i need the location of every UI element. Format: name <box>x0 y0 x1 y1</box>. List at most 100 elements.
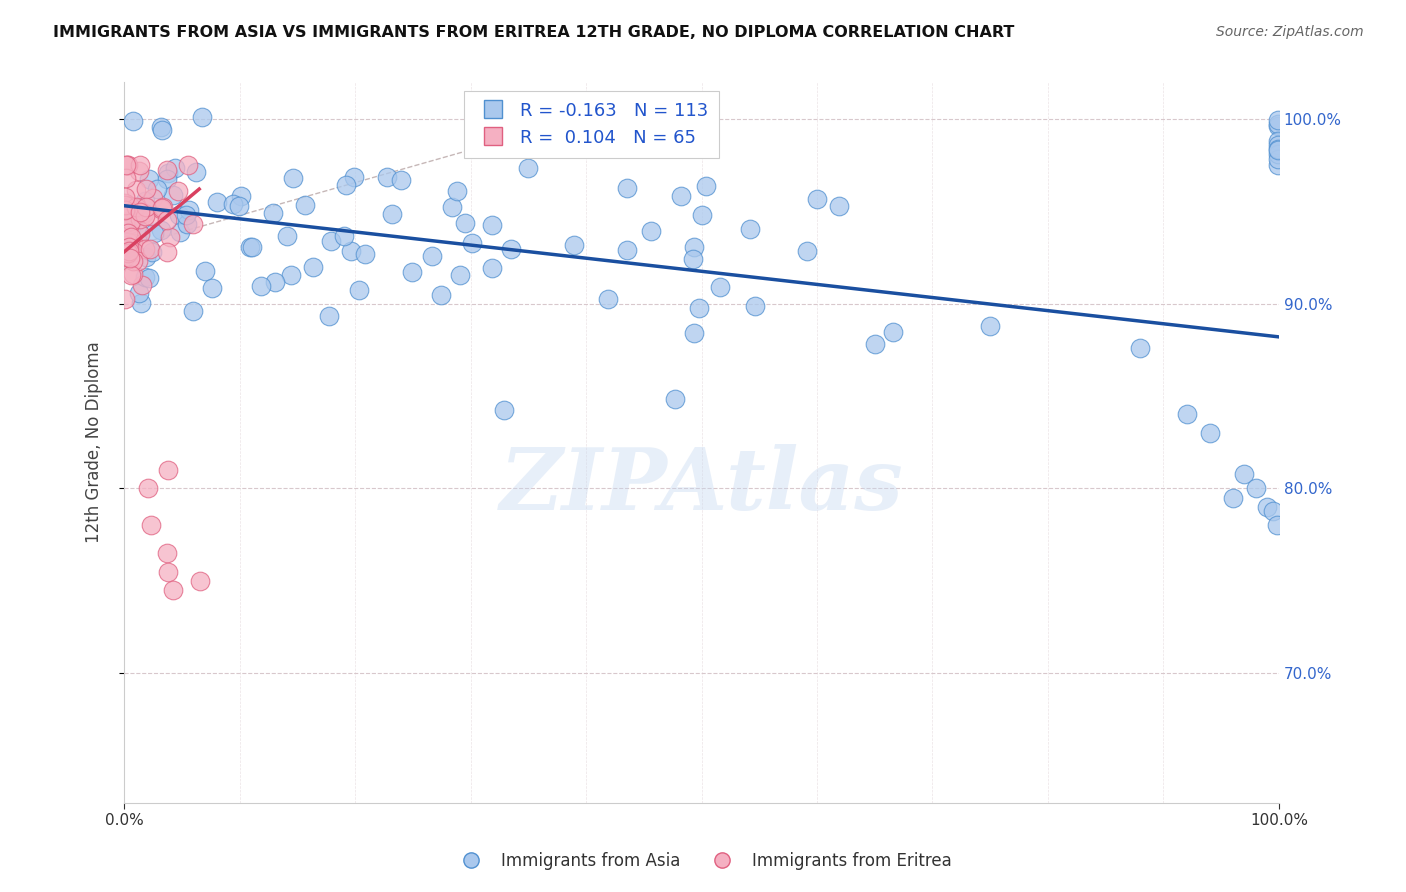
Point <box>156 163 179 178</box>
Legend: Immigrants from Asia, Immigrants from Eritrea: Immigrants from Asia, Immigrants from Er… <box>447 846 959 877</box>
Point <box>806 192 828 206</box>
Point <box>149 202 172 216</box>
Point <box>616 181 638 195</box>
Point <box>1256 500 1278 514</box>
Point <box>157 565 180 579</box>
Point <box>174 208 197 222</box>
Point <box>709 280 731 294</box>
Point <box>1175 408 1198 422</box>
Point <box>1244 482 1267 496</box>
Point <box>127 209 149 223</box>
Point <box>194 263 217 277</box>
Point <box>117 226 139 240</box>
Point <box>264 275 287 289</box>
Point <box>146 182 169 196</box>
Point <box>181 304 204 318</box>
Point <box>231 188 253 202</box>
Point <box>228 199 250 213</box>
Point <box>114 190 136 204</box>
Point <box>131 277 153 292</box>
Point <box>664 392 686 407</box>
Point <box>239 240 262 254</box>
Point <box>120 218 142 232</box>
Point <box>181 217 204 231</box>
Point <box>262 206 284 220</box>
Point <box>114 202 136 217</box>
Point <box>125 201 148 215</box>
Point <box>688 301 710 315</box>
Point <box>139 209 162 223</box>
Point <box>744 299 766 313</box>
Point <box>492 402 515 417</box>
Point <box>555 121 578 136</box>
Point <box>738 222 761 236</box>
Point <box>138 482 160 496</box>
Point <box>695 179 717 194</box>
Point <box>389 172 412 186</box>
Point <box>129 227 152 241</box>
Point <box>1267 112 1289 127</box>
Point <box>134 209 156 223</box>
Point <box>250 279 273 293</box>
Point <box>682 240 704 254</box>
Point <box>441 200 464 214</box>
Point <box>118 240 141 254</box>
Point <box>115 197 138 211</box>
Point <box>501 242 523 256</box>
Point <box>129 158 152 172</box>
Y-axis label: 12th Grade, No Diploma: 12th Grade, No Diploma <box>86 342 103 543</box>
Point <box>179 202 201 217</box>
Point <box>124 244 146 259</box>
Point <box>155 245 177 260</box>
Point <box>122 235 145 250</box>
Point <box>128 226 150 240</box>
Point <box>127 254 149 268</box>
Point <box>117 158 139 172</box>
Point <box>135 182 157 196</box>
Point <box>134 242 156 256</box>
Point <box>122 254 145 268</box>
Point <box>129 296 152 310</box>
Point <box>162 582 184 597</box>
Point <box>1267 138 1289 153</box>
Point <box>222 197 245 211</box>
Point <box>343 170 366 185</box>
Point <box>596 293 619 307</box>
Point <box>377 169 399 184</box>
Point <box>115 158 138 172</box>
Point <box>120 230 142 244</box>
Point <box>176 217 198 231</box>
Point <box>1267 117 1289 131</box>
Point <box>863 337 886 351</box>
Point <box>120 214 142 228</box>
Point <box>381 207 404 221</box>
Point <box>353 246 375 260</box>
Point <box>156 166 179 180</box>
Point <box>152 200 174 214</box>
Point <box>135 200 157 214</box>
Point <box>1267 153 1289 167</box>
Point <box>138 271 160 285</box>
Point <box>117 245 139 260</box>
Point <box>321 234 343 248</box>
Point <box>150 223 173 237</box>
Point <box>139 518 162 533</box>
Point <box>139 243 162 257</box>
Point <box>169 226 191 240</box>
Point <box>128 285 150 300</box>
Legend: R = -0.163   N = 113, R =  0.104   N = 65: R = -0.163 N = 113, R = 0.104 N = 65 <box>464 91 720 158</box>
Point <box>188 574 211 588</box>
Point <box>1265 518 1288 533</box>
Point <box>1267 142 1289 156</box>
Point <box>1267 158 1289 172</box>
Point <box>117 235 139 249</box>
Point <box>120 219 142 234</box>
Text: IMMIGRANTS FROM ASIA VS IMMIGRANTS FROM ERITREA 12TH GRADE, NO DIPLOMA CORRELATI: IMMIGRANTS FROM ASIA VS IMMIGRANTS FROM … <box>53 25 1015 40</box>
Point <box>796 244 818 259</box>
Point <box>401 264 423 278</box>
Point <box>118 201 141 215</box>
Point <box>114 216 136 230</box>
Point <box>690 208 713 222</box>
Point <box>516 161 538 175</box>
Point <box>335 178 357 192</box>
